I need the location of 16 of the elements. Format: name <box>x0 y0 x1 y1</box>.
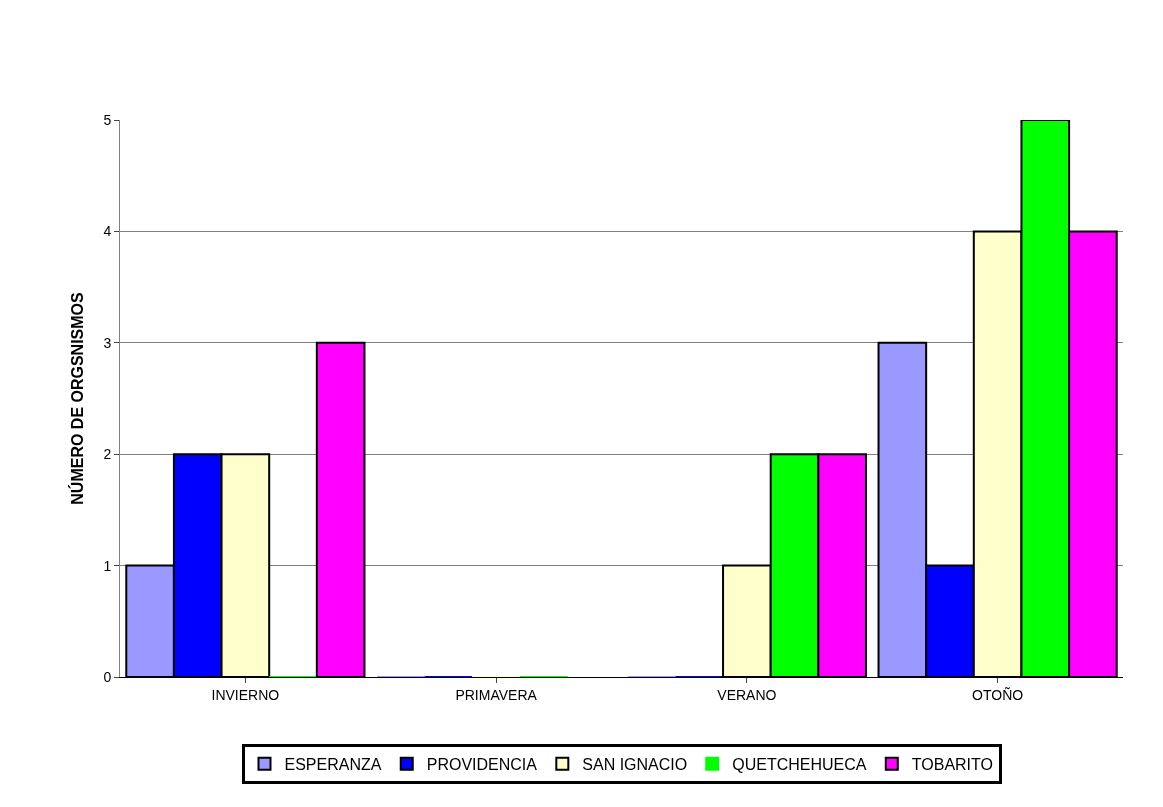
y-tick-label: 4 <box>103 223 112 240</box>
y-tick-label: 5 <box>103 111 112 128</box>
y-axis-title: NÚMERO DE ORGSNISMOS <box>68 291 87 505</box>
legend-label: ESPERANZA <box>284 755 382 773</box>
y-tick-label: 0 <box>103 668 112 685</box>
x-tick-label: INVIERNO <box>211 686 280 703</box>
y-tick-label: 2 <box>103 446 112 463</box>
y-tick-label: 3 <box>103 334 112 351</box>
y-tick-label: 1 <box>103 557 112 574</box>
legend-label: SAN IGNACIO <box>582 755 688 773</box>
legend-label: PROVIDENCIA <box>426 755 538 773</box>
x-tick-label: VERANO <box>717 686 777 703</box>
x-tick-label: PRIMAVERA <box>455 686 538 703</box>
legend-label: TOBARITO <box>911 755 993 773</box>
x-tick-label: OTOÑO <box>972 686 1024 703</box>
legend-label: QUETCHEHUECA <box>732 755 867 773</box>
